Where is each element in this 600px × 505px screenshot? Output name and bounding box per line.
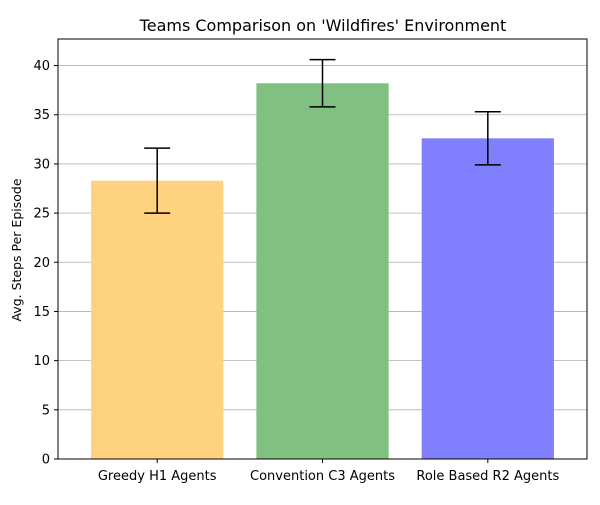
- error-bars: [144, 58, 501, 214]
- y-tick-label: 25: [33, 207, 50, 222]
- y-tick-label: 35: [33, 108, 50, 123]
- bars: [91, 83, 554, 459]
- y-tick-label: 40: [33, 59, 50, 74]
- y-tick-label: 30: [33, 157, 50, 172]
- chart-title: Teams Comparison on 'Wildfires' Environm…: [139, 16, 507, 35]
- y-axis-label: Avg. Steps Per Episode: [9, 178, 24, 321]
- y-tick-label: 10: [33, 354, 50, 369]
- y-axis-ticks: 0 5 10 15 20 25 30 35 40: [33, 59, 58, 468]
- y-tick-label: 0: [42, 453, 50, 468]
- x-tick-label: Role Based R2 Agents: [416, 469, 559, 484]
- x-axis-ticks: Greedy H1 Agents Convention C3 Agents Role…: [98, 459, 559, 484]
- x-tick-label: Greedy H1 Agents: [98, 469, 217, 484]
- bar: [256, 83, 389, 459]
- y-tick-label: 20: [33, 256, 50, 271]
- y-tick-label: 15: [33, 305, 50, 320]
- x-tick-label: Convention C3 Agents: [250, 469, 395, 484]
- y-tick-label: 5: [42, 403, 50, 418]
- bar: [421, 138, 554, 459]
- bar: [91, 180, 224, 459]
